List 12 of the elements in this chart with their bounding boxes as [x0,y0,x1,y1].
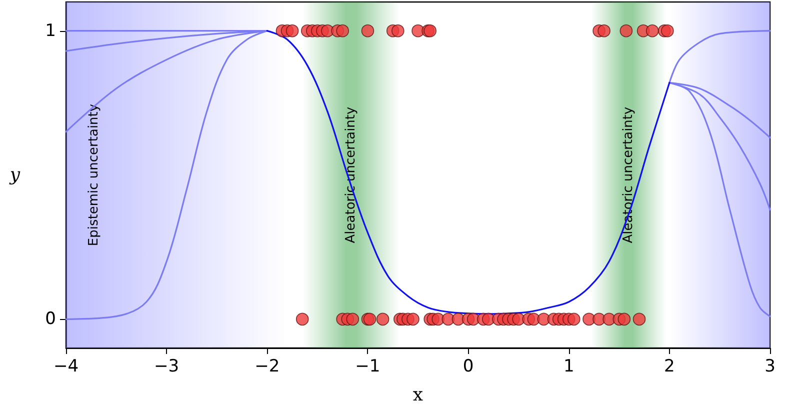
x-axis-title: x [412,384,424,406]
x-tick-label: 1 [563,356,574,376]
y-axis-title: y [8,164,21,186]
x-tick-label: −3 [154,356,180,376]
x-tick-label: −1 [355,356,380,376]
x-tick-label: 0 [462,356,474,376]
x-tick-label: 3 [764,356,776,376]
x-tick-label: 2 [664,356,675,376]
x-tick-label: −4 [53,356,79,376]
x-tick-label: −2 [254,356,280,376]
band-label: Epistemic uncertainty [86,104,102,246]
band-label: Aleatoric uncertainty [344,106,359,244]
